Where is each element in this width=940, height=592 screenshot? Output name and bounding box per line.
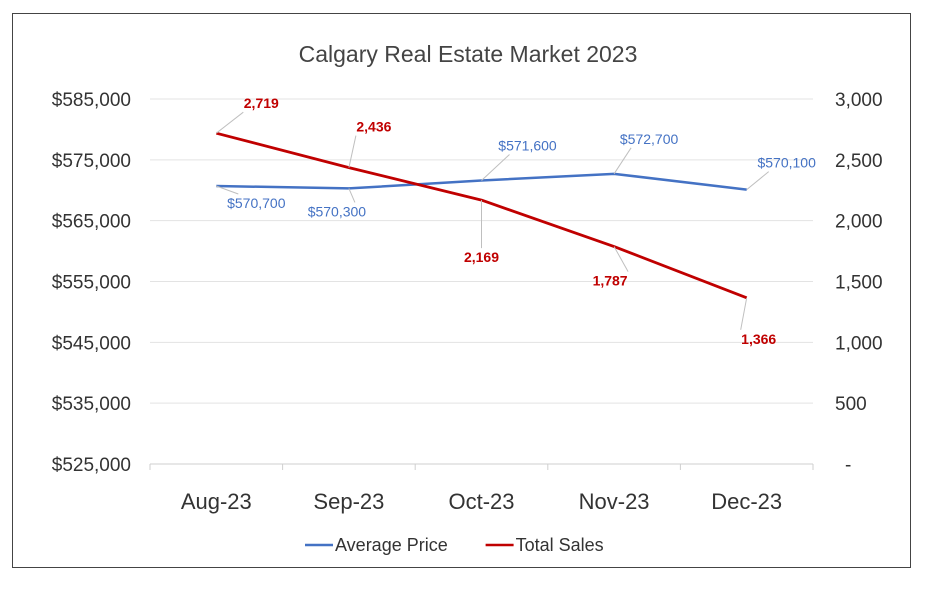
legend-label: Total Sales [516,535,604,555]
sales-leader-line [348,135,357,168]
sales-data-label: 1,366 [741,331,776,347]
x-tick-label: Sep-23 [313,489,384,514]
x-axis: Aug-23 Sep-23 Oct-23 Nov-23 Dec-23 [149,463,814,514]
sales-data-label: 2,169 [464,249,499,265]
left-tick-label: $525,000 [52,455,131,476]
price-leader-line [481,154,510,181]
right-tick-label: 500 [835,394,867,415]
right-tick-label: - [845,455,851,476]
price-data-label: $572,700 [620,131,679,147]
left-tick-label: $575,000 [52,151,131,172]
x-tick-label: Aug-23 [181,489,252,514]
price-series-line [216,172,747,191]
sales-leader-line [740,297,748,330]
left-tick-label: $585,000 [52,90,131,111]
x-tick-label: Oct-23 [448,489,514,514]
chart-frame: Calgary Real Estate Market 2023 $525,000… [12,13,911,568]
price-data-label: $571,600 [498,138,557,154]
sales-leader-line [215,111,244,134]
left-tick-label: $555,000 [52,273,131,294]
right-tick-label: 2,500 [835,151,883,172]
right-tick-label: 1,500 [835,273,883,294]
left-axis: $525,000 $535,000 $545,000 $555,000 $565,000… [52,90,131,476]
sales-data-label: 2,436 [356,119,391,135]
right-tick-label: 1,000 [835,333,883,354]
price-data-label: $570,300 [308,203,367,219]
chart-title: Calgary Real Estate Market 2023 [299,41,638,67]
right-axis: - 500 1,000 1,500 2,000 2,500 3,000 [835,90,883,476]
price-data-label: $570,700 [227,195,286,211]
x-tick-label: Nov-23 [579,489,650,514]
price-leader-line [216,185,239,195]
left-tick-label: $565,000 [52,212,131,233]
sales-data-label: 2,719 [244,95,279,111]
left-tick-label: $535,000 [52,394,131,415]
price-leader-line [348,188,356,203]
right-tick-label: 3,000 [835,90,883,111]
line-chart: Calgary Real Estate Market 2023 $525,000… [52,41,883,555]
data-labels: $570,700 $570,300 $571,600 $572,700 $570,100… [215,95,816,347]
x-tick-label: Dec-23 [711,489,782,514]
sales-leader-line [613,246,629,272]
gridlines [150,98,813,404]
price-leader-line [613,147,632,175]
left-tick-label: $545,000 [52,333,131,354]
sales-data-label: 1,787 [593,273,628,289]
price-data-label: $570,100 [757,155,816,171]
price-leader-line [746,171,770,191]
legend-label: Average Price [335,535,448,555]
legend: Average Price Total Sales [305,535,604,555]
right-tick-label: 2,000 [835,212,883,233]
